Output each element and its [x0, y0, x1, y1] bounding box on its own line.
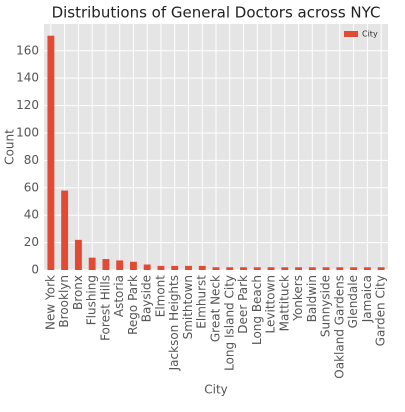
bar	[267, 267, 275, 270]
x-tick-label: Elmhurst	[195, 275, 209, 329]
y-tick-label: 20	[24, 235, 39, 249]
x-tick-label: Bayside	[140, 275, 154, 322]
x-tick-label: Jackson Heights	[167, 275, 181, 371]
bar	[350, 267, 358, 270]
x-tick-label: Rego Park	[126, 275, 140, 335]
y-tick-label: 80	[24, 153, 39, 167]
y-tick-label: 0	[31, 263, 39, 277]
bar	[363, 267, 371, 270]
x-tick-label: Bronx	[71, 275, 85, 310]
x-tick-label: Deer Park	[236, 275, 250, 334]
x-tick-label: Mattituck	[277, 275, 291, 331]
y-tick-label: 140	[16, 71, 39, 85]
x-tick-label: Brooklyn	[57, 275, 71, 328]
x-tick-label: Glendale	[346, 275, 360, 328]
bar	[102, 259, 110, 270]
x-tick-label: Smithtown	[181, 275, 195, 339]
x-tick-label: New York	[43, 275, 57, 330]
legend-label: City	[362, 30, 378, 39]
x-tick-label: Astoria	[112, 275, 126, 317]
bar	[281, 267, 289, 270]
bar	[240, 267, 247, 270]
bar	[322, 267, 330, 270]
bar	[88, 257, 96, 270]
x-tick-label: Jamaica	[360, 275, 374, 323]
bar	[171, 265, 179, 270]
x-tick-label: Garden City	[374, 275, 388, 346]
bar	[253, 267, 261, 270]
bar	[61, 190, 69, 270]
y-tick-label: 160	[16, 43, 39, 57]
bar	[143, 264, 151, 270]
bar	[130, 261, 137, 270]
x-tick-label: Baldwin	[305, 275, 319, 322]
y-tick-label: 40	[24, 208, 39, 222]
x-tick-label: Levittown	[264, 275, 278, 333]
bar	[377, 267, 385, 270]
x-tick-label: Flushing	[85, 275, 99, 325]
bar	[185, 265, 192, 270]
bar	[336, 267, 344, 270]
x-tick-label: Long Beach	[250, 275, 264, 345]
x-tick-label: Sunnyside	[319, 275, 333, 337]
bar	[308, 267, 316, 270]
y-tick-label: 120	[16, 98, 39, 112]
x-tick-label: Yonkers	[291, 275, 305, 322]
x-tick-label: Great Neck	[209, 275, 223, 342]
bar	[157, 265, 165, 270]
bar	[116, 260, 124, 270]
bar	[74, 239, 82, 270]
x-tick-label: Long Island City	[222, 275, 236, 371]
y-axis-label: Count	[3, 129, 17, 165]
chart-title: Distributions of General Doctors across …	[52, 4, 381, 22]
bar	[212, 267, 220, 270]
bar	[47, 35, 55, 270]
bar	[226, 267, 234, 270]
y-tick-label: 100	[16, 125, 39, 139]
x-axis-label: City	[204, 383, 228, 397]
y-tick-label: 60	[24, 180, 39, 194]
bar	[295, 267, 302, 270]
x-tick-label: Oakland Gardens	[332, 275, 346, 379]
bar	[198, 265, 206, 270]
legend-swatch	[344, 31, 358, 37]
x-tick-label: Elmont	[153, 275, 167, 318]
x-tick-label: Forest Hills	[98, 275, 112, 341]
